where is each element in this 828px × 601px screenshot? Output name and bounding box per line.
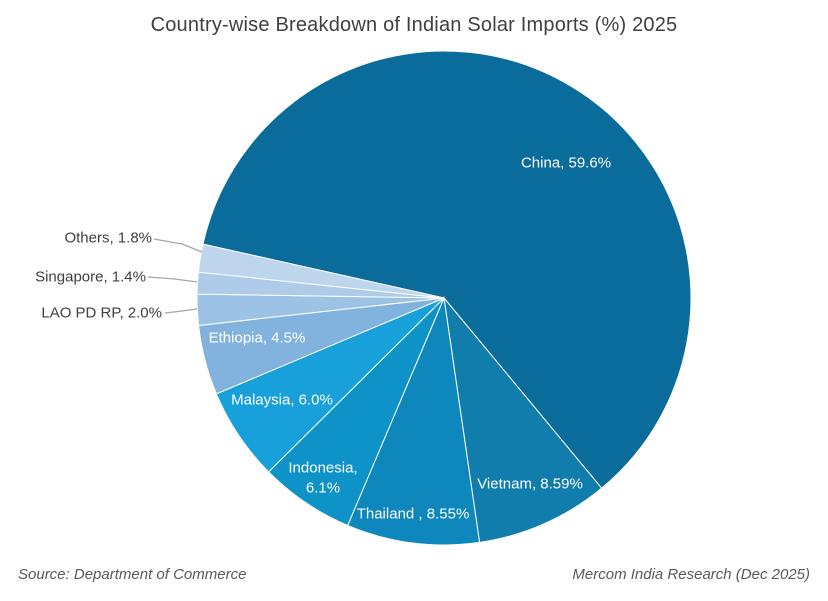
slice-label-thailand: Thailand , 8.55%	[356, 505, 470, 523]
pie-slices	[196, 50, 692, 546]
chart-title: Country-wise Breakdown of Indian Solar I…	[150, 14, 678, 36]
slice-label-vietnam: Vietnam, 8.59%	[477, 475, 583, 493]
slice-label-china: China, 59.6%	[520, 154, 612, 172]
slice-label-indonesia: Indonesia, 6.1%	[288, 459, 358, 497]
slice-label-lao-pd-rp: LAO PD RP, 2.0%	[41, 304, 162, 322]
pie-slice-thailand	[347, 296, 481, 546]
pie-slice-others	[197, 243, 445, 299]
slice-label-others: Others, 1.8%	[64, 229, 152, 247]
credit-note: Mercom India Research (Dec 2025)	[572, 566, 810, 583]
slice-label-ethiopia: Ethiopia, 4.5%	[208, 329, 306, 347]
leader-line-others	[153, 238, 203, 253]
leader-line-lao-pd-rp	[164, 308, 198, 314]
slice-label-singapore: Singapore, 1.4%	[35, 268, 146, 286]
source-note: Source: Department of Commerce	[18, 566, 247, 583]
leader-line-singapore	[147, 276, 198, 283]
slice-label-malaysia: Malaysia, 6.0%	[231, 391, 333, 409]
pie-slice-china	[202, 50, 692, 489]
pie-slice-vietnam	[443, 296, 603, 543]
leader-lines	[147, 238, 203, 314]
